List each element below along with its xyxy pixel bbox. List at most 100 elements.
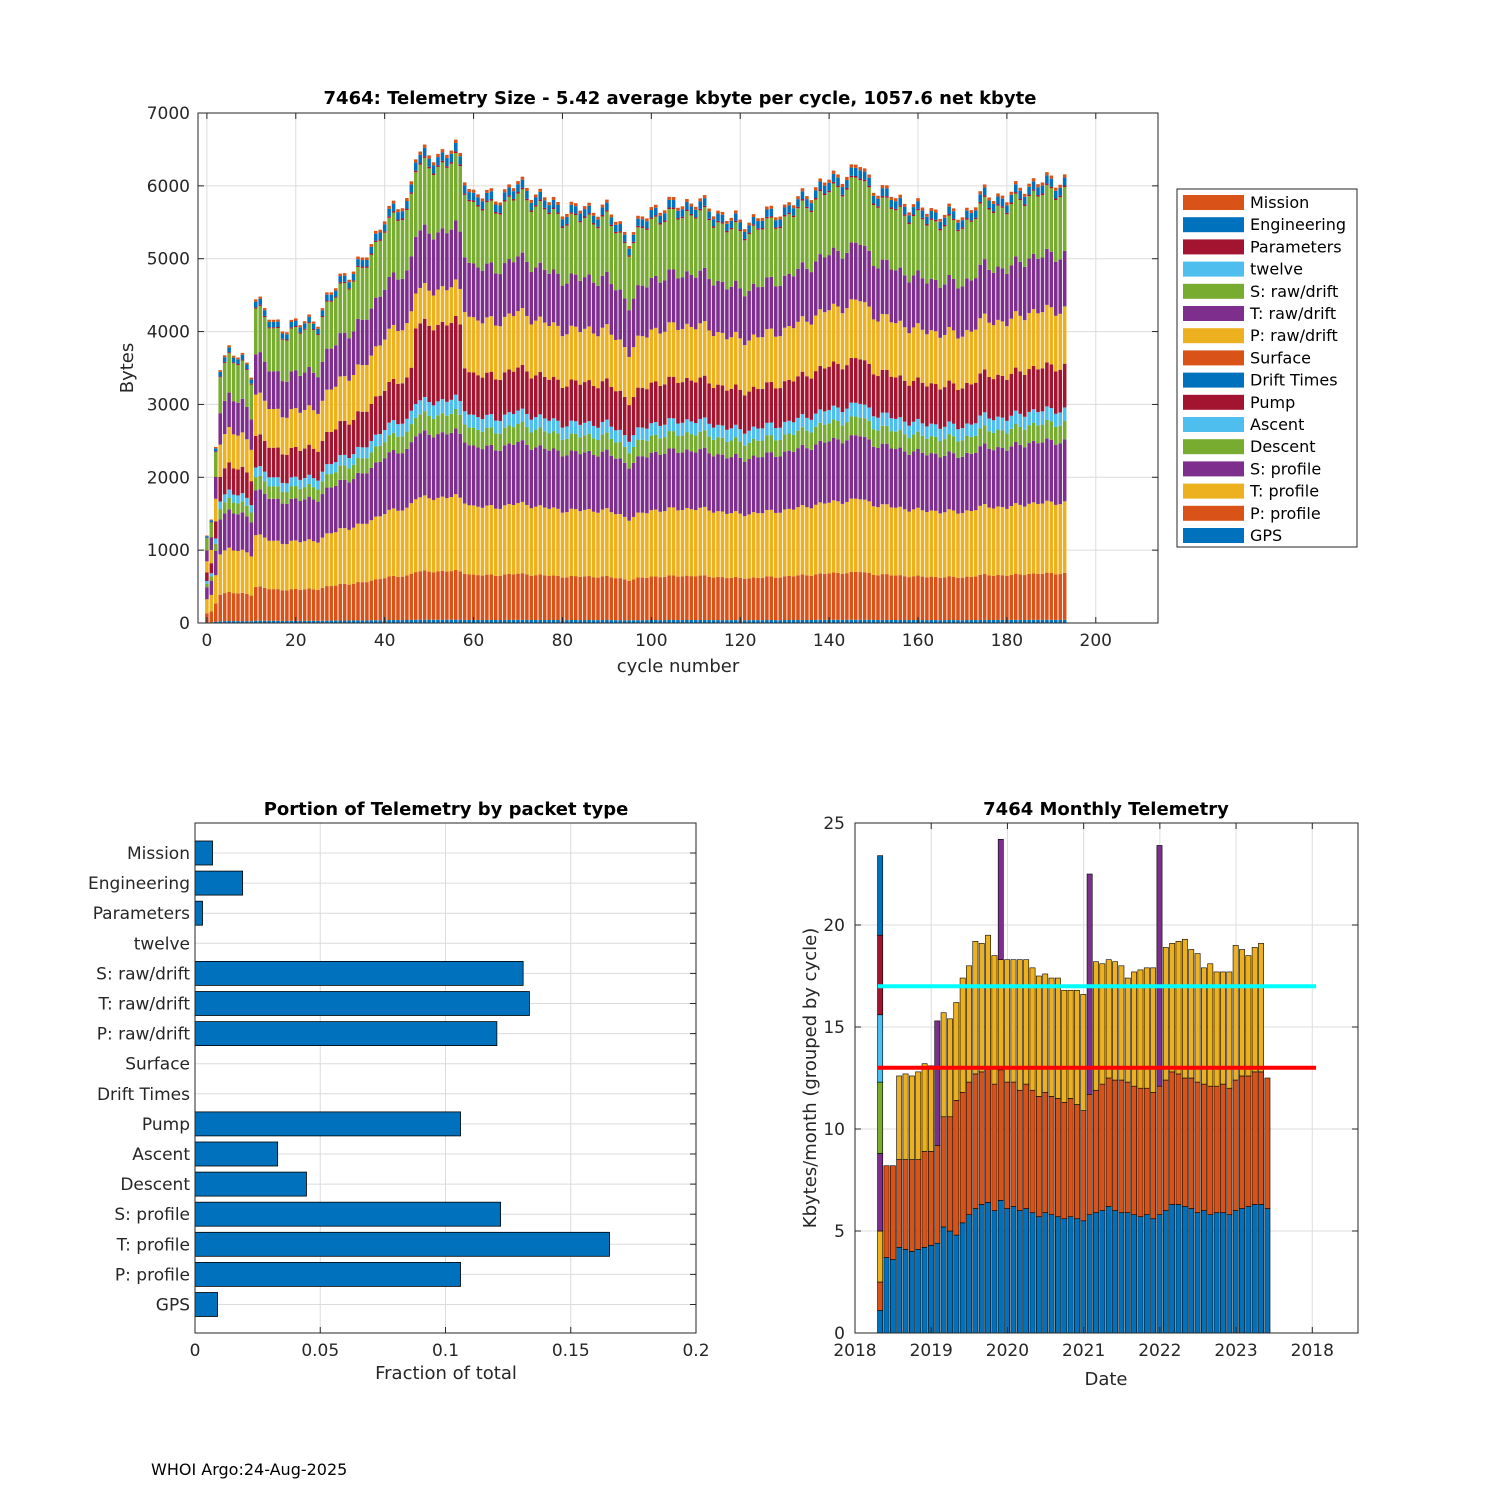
bar-segment	[778, 620, 782, 623]
bar-segment	[574, 576, 578, 621]
bar-segment	[667, 431, 671, 449]
bar-segment	[382, 390, 387, 431]
bar-segment	[1137, 969, 1144, 1089]
bar-segment	[805, 208, 809, 269]
bar-segment	[636, 439, 640, 457]
bar-segment	[1036, 412, 1040, 426]
bar-segment	[1049, 186, 1054, 189]
bar-segment	[769, 276, 774, 329]
y-tick-label: 0	[179, 614, 190, 634]
bar-segment	[974, 219, 978, 279]
bar-segment	[485, 414, 489, 428]
bar-segment	[1251, 1071, 1258, 1205]
bar-segment	[569, 201, 574, 205]
bar-segment	[405, 323, 409, 378]
bar-segment	[649, 277, 654, 330]
bar-segment	[516, 256, 520, 312]
bar-segment	[960, 217, 965, 221]
bar-segment	[1018, 187, 1022, 191]
bar-segment	[894, 507, 898, 576]
bar-segment	[449, 150, 454, 154]
bar-segment	[498, 420, 502, 434]
bar-segment	[1000, 507, 1005, 576]
bar-segment	[458, 324, 462, 401]
bar-segment	[716, 210, 720, 214]
bar-segment	[467, 445, 471, 506]
bar-segment	[356, 266, 360, 319]
bar-segment	[391, 324, 396, 379]
bar-segment	[831, 173, 836, 182]
bar-segment	[959, 977, 966, 1093]
bar-segment	[440, 149, 445, 153]
bar-segment	[805, 575, 809, 620]
bar-segment	[796, 619, 800, 623]
bar-segment	[422, 396, 427, 412]
bar-segment	[222, 550, 227, 594]
bar-segment	[1058, 187, 1062, 196]
bar-segment	[422, 495, 427, 571]
bar-segment	[476, 575, 480, 620]
bar-segment	[214, 447, 218, 449]
bar-segment	[271, 447, 276, 478]
bar-segment	[1049, 501, 1054, 574]
bar-segment	[485, 200, 489, 203]
bar-segment	[480, 575, 485, 620]
bar-segment	[578, 424, 582, 438]
bar-segment	[365, 473, 369, 524]
bar-segment	[867, 619, 871, 623]
bar-segment	[587, 205, 591, 214]
bar-segment	[587, 508, 591, 577]
bar-segment	[951, 436, 956, 454]
bar-segment	[845, 573, 849, 620]
bar-segment	[542, 376, 547, 419]
x-tick-label: 80	[552, 631, 574, 651]
bar-segment	[476, 204, 480, 207]
bar-segment	[369, 355, 374, 404]
bar-segment	[751, 217, 756, 225]
bar-segment	[756, 287, 760, 338]
bar-segment	[885, 314, 889, 370]
bar-segment	[725, 578, 729, 621]
bar-segment	[209, 611, 214, 623]
bar-segment	[840, 503, 845, 574]
bar-segment	[858, 244, 862, 302]
bar-segment	[974, 382, 978, 424]
bar-segment	[662, 576, 667, 621]
bar-segment	[525, 261, 529, 316]
bar-segment	[409, 619, 414, 623]
bar-segment	[991, 508, 996, 576]
bar-segment	[534, 206, 538, 268]
bar-segment	[915, 1159, 922, 1250]
bar-segment	[351, 419, 356, 455]
bar-segment	[391, 449, 396, 509]
bar-segment	[849, 357, 854, 403]
bar-segment	[991, 575, 996, 621]
bar-segment	[307, 539, 311, 589]
bar-segment	[1175, 1073, 1182, 1205]
bar-segment	[796, 321, 800, 377]
bar-segment	[898, 206, 902, 268]
bar-segment	[778, 336, 782, 389]
bar-segment	[671, 448, 676, 508]
bar-segment	[689, 274, 694, 328]
bar-segment	[427, 619, 431, 623]
bar-segment	[378, 620, 382, 623]
bar-segment	[342, 273, 347, 276]
bar-segment	[302, 541, 307, 590]
bar-segment	[738, 441, 742, 458]
bar-segment	[587, 213, 591, 215]
bar-segment	[458, 400, 462, 415]
bar-segment	[991, 212, 996, 273]
bar-segment	[1022, 575, 1027, 620]
bar-segment	[880, 443, 885, 505]
bar-segment	[671, 619, 676, 623]
bar-segment	[974, 576, 978, 621]
bar-segment	[249, 449, 254, 482]
bar-segment	[1062, 572, 1067, 620]
bar-segment	[877, 1230, 884, 1283]
bar-segment	[756, 389, 760, 429]
bar-segment	[502, 263, 507, 317]
bar-segment	[462, 411, 467, 425]
bar-segment	[1000, 195, 1005, 199]
bar-segment	[840, 196, 845, 259]
